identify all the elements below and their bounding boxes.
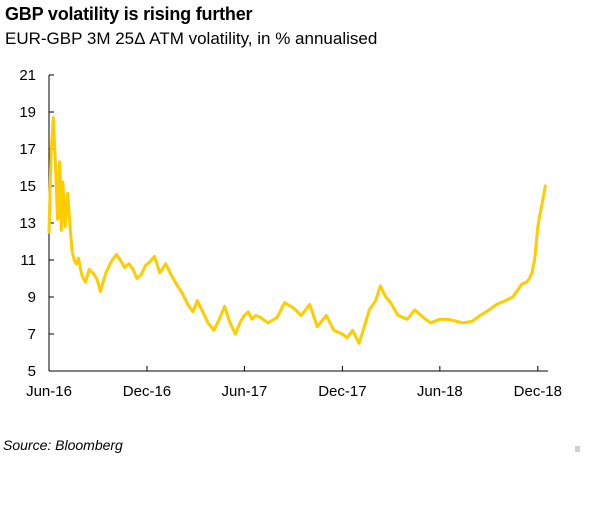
x-tick-label: Dec-17 — [318, 383, 366, 400]
y-tick-label: 15 — [19, 178, 36, 195]
x-axis: Jun-16 Dec-16 Jun-17 Dec-17 Jun-18 Dec-18 — [26, 366, 562, 400]
chart-subtitle: EUR-GBP 3M 25Δ ATM volatility, in % annu… — [5, 29, 378, 48]
corner-marker — [575, 446, 580, 452]
y-axis: 5 7 9 11 13 15 17 19 21 — [19, 67, 54, 380]
x-tick-label: Jun-17 — [221, 383, 267, 400]
source-note: Source: Bloomberg — [3, 437, 123, 453]
x-tick-label: Dec-18 — [514, 383, 562, 400]
series-line — [47, 116, 547, 345]
series-group — [47, 116, 547, 345]
chart-title: GBP volatility is rising further — [5, 4, 253, 24]
y-tick-label: 17 — [19, 141, 36, 158]
y-tick-label: 7 — [28, 326, 36, 343]
y-tick-label: 5 — [28, 363, 36, 380]
x-tick-label: Dec-16 — [123, 383, 171, 400]
y-tick-label: 21 — [19, 67, 36, 84]
line-chart: 5 7 9 11 13 15 17 19 21 Jun-16 Dec-16 Jun-17 Dec-17… — [19, 67, 562, 400]
y-tick-label: 9 — [28, 289, 36, 306]
y-tick-label: 11 — [20, 252, 36, 269]
y-tick-label: 19 — [19, 104, 36, 121]
x-tick-label: Jun-16 — [26, 383, 72, 400]
y-tick-label: 13 — [19, 215, 36, 232]
x-tick-label: Jun-18 — [417, 383, 463, 400]
